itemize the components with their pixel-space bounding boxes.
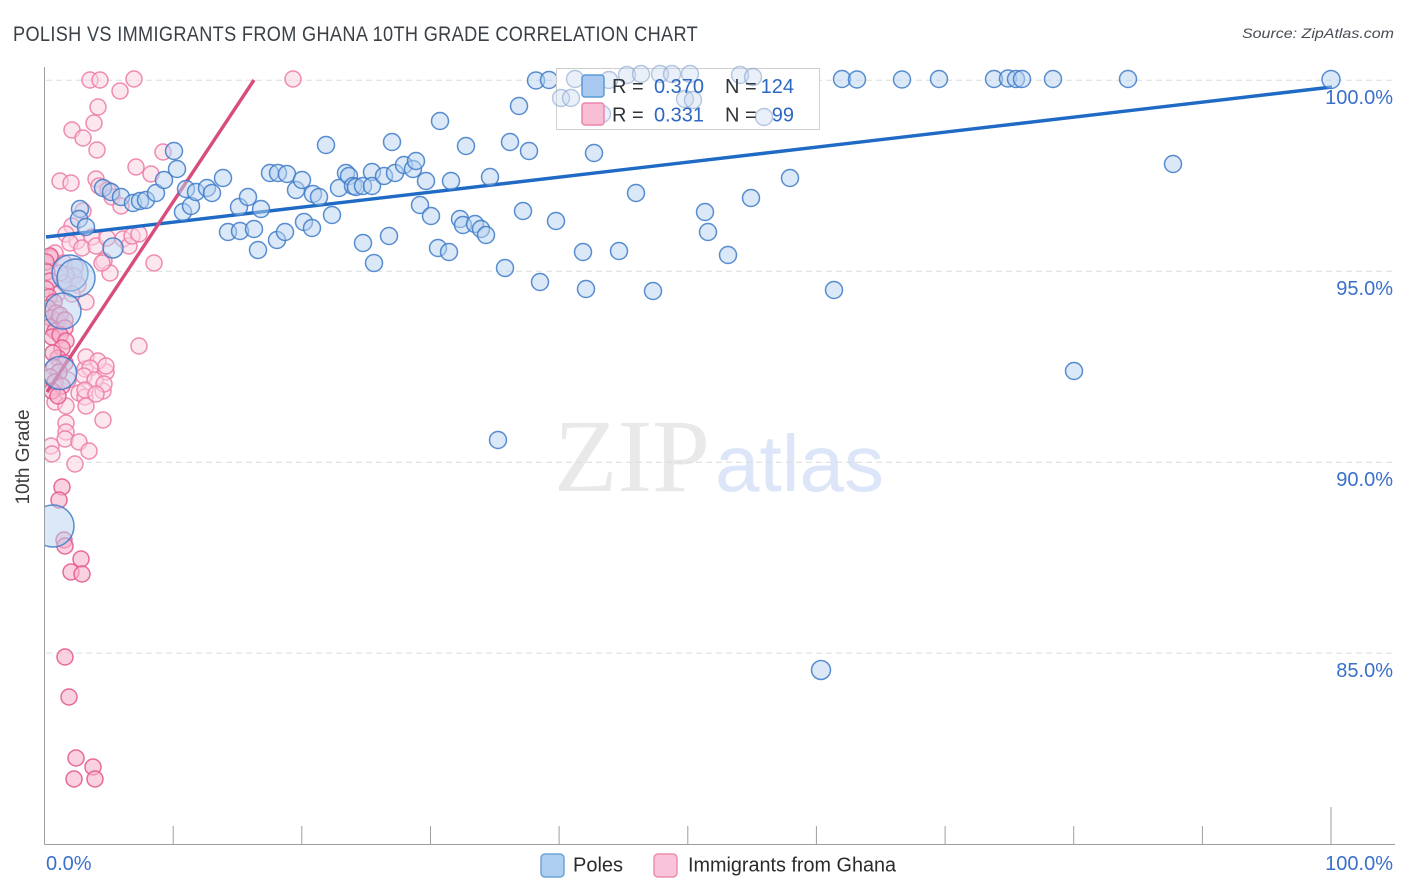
svg-text:Immigrants from Ghana: Immigrants from Ghana (688, 855, 897, 877)
svg-text:100.0%: 100.0% (1325, 87, 1393, 109)
svg-text:0.370: 0.370 (654, 76, 704, 98)
svg-text:R =: R = (612, 104, 644, 126)
svg-text:85.0%: 85.0% (1336, 660, 1393, 682)
svg-text:ZIP: ZIP (554, 399, 710, 514)
svg-text:124: 124 (761, 76, 794, 98)
svg-text:Poles: Poles (573, 855, 623, 877)
svg-text:POLISH VS IMMIGRANTS FROM GHAN: POLISH VS IMMIGRANTS FROM GHANA 10TH GRA… (13, 22, 698, 46)
svg-text:10th Grade: 10th Grade (13, 409, 34, 504)
svg-text:100.0%: 100.0% (1325, 853, 1393, 875)
svg-text:Source: ZipAtlas.com: Source: ZipAtlas.com (1242, 25, 1394, 41)
svg-text:90.0%: 90.0% (1336, 469, 1393, 491)
svg-text:95.0%: 95.0% (1336, 278, 1393, 300)
svg-text:N =: N = (725, 76, 757, 98)
svg-text:N =: N = (725, 104, 757, 126)
svg-text:atlas: atlas (715, 419, 884, 508)
svg-text:0.331: 0.331 (654, 104, 704, 126)
svg-text:R =: R = (612, 76, 644, 98)
svg-text:99: 99 (772, 104, 794, 126)
svg-text:0.0%: 0.0% (46, 853, 92, 875)
